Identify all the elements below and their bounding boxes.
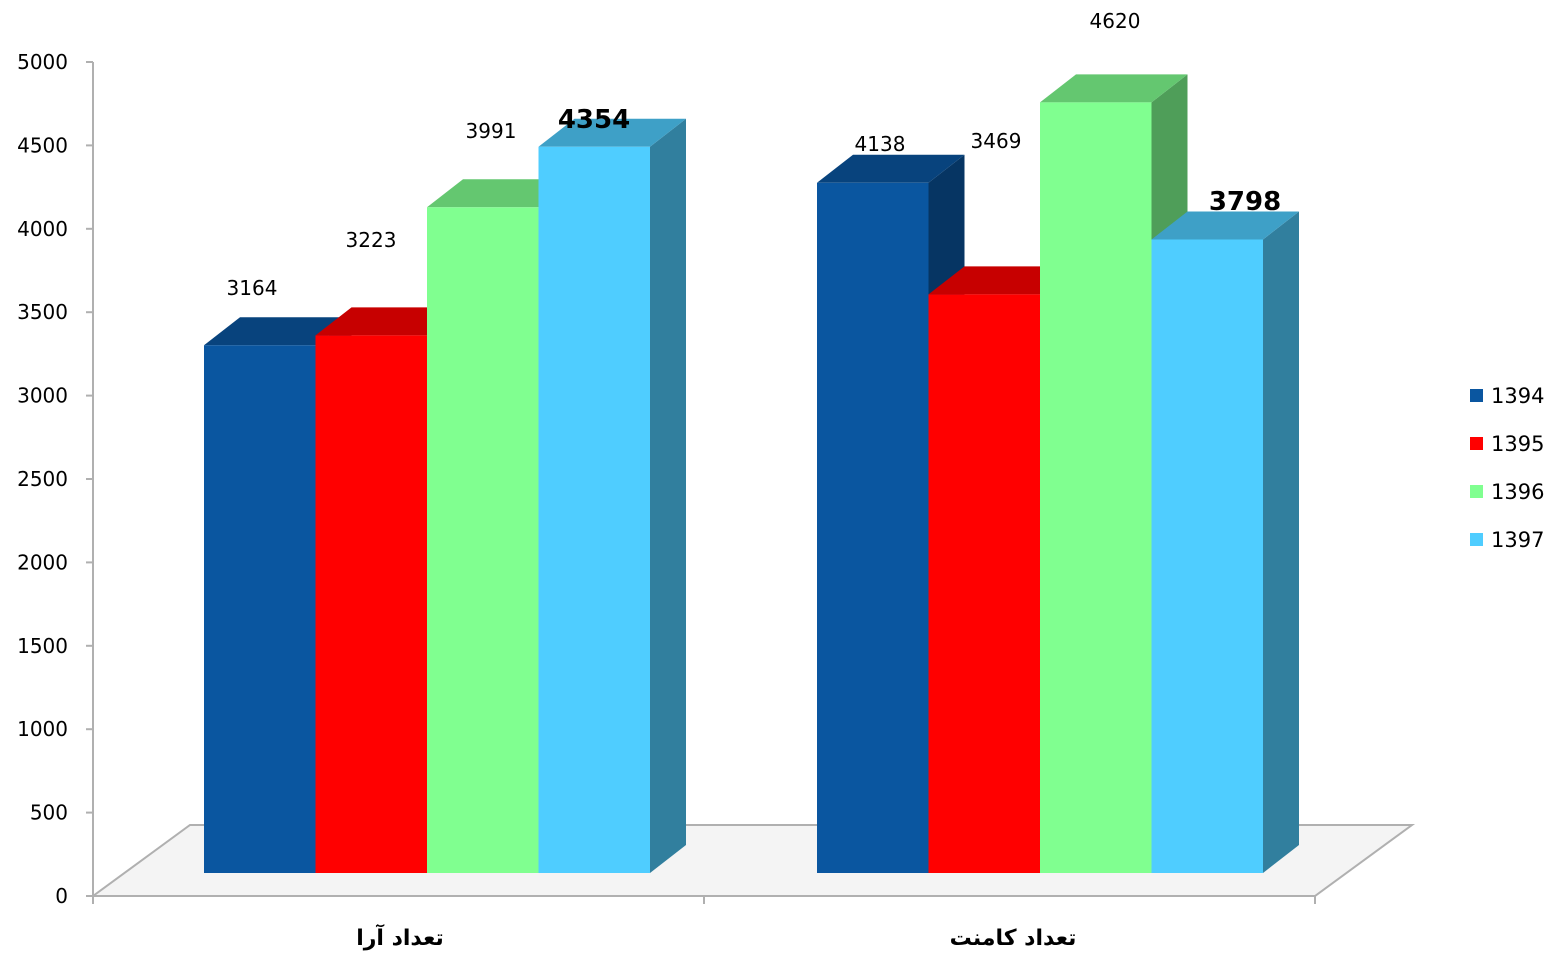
bar-front: [315, 335, 427, 874]
legend-swatch-1396: [1470, 485, 1483, 498]
data-label-1395-1: 3223: [346, 228, 397, 252]
bar-front: [1040, 102, 1152, 873]
bar-front: [928, 294, 1040, 873]
y-tick-label: 1500: [17, 634, 68, 658]
x-category-label: تعداد آرا: [356, 923, 444, 951]
bars: [204, 74, 1299, 874]
legend: 1394 1395 1396 1397: [1470, 384, 1544, 552]
bar-top: [1151, 211, 1299, 240]
legend-label-1396: 1396: [1491, 480, 1544, 504]
data-label-1397-1: 4354: [558, 105, 630, 135]
data-label-1395-2: 3469: [971, 129, 1022, 153]
legend-swatch-1394: [1470, 389, 1483, 402]
bar-1397-1: [538, 118, 686, 873]
data-label-1397-2: 3798: [1209, 187, 1281, 217]
bar-top: [817, 154, 965, 183]
data-labels: 3164 4138 3223 3469 3991 4620 4354 3798: [227, 9, 1282, 300]
bar-front: [817, 182, 929, 873]
x-category-label: تعداد کامنت: [950, 926, 1077, 951]
y-tick-label: 1000: [17, 717, 68, 741]
bar-side: [650, 118, 686, 873]
y-tick-label: 3500: [17, 300, 68, 324]
data-label-1394-2: 4138: [855, 132, 906, 156]
y-tick-label: 2000: [17, 550, 68, 574]
y-tick-label: 2500: [17, 467, 68, 491]
legend-label-1394: 1394: [1491, 384, 1544, 408]
y-tick-label: 0: [55, 884, 68, 908]
bar-top: [1040, 74, 1188, 103]
bar-1397-2: [1151, 211, 1299, 874]
y-tick-label: 5000: [17, 50, 68, 74]
legend-swatch-1395: [1470, 437, 1483, 450]
bar-front: [204, 345, 316, 873]
y-tick-label: 3000: [17, 384, 68, 408]
legend-label-1395: 1395: [1491, 432, 1544, 456]
legend-label-1397: 1397: [1491, 528, 1544, 552]
y-tick-label: 4500: [17, 133, 68, 157]
bar-front: [538, 146, 650, 873]
bar-side: [1263, 211, 1299, 874]
axes: 0 500 1000 1500 2000 2500 3000 3500 4000 4500 5000…: [17, 50, 1316, 951]
y-tick-label: 4000: [17, 217, 68, 241]
bar-front: [1151, 239, 1263, 874]
data-label-1396-1: 3991: [466, 119, 517, 143]
bar-top: [928, 266, 1076, 295]
y-tick-label: 500: [30, 801, 68, 825]
bar-top: [427, 179, 575, 208]
bar-top: [315, 307, 463, 336]
bar-front: [427, 207, 539, 873]
bar-top: [538, 118, 686, 147]
legend-swatch-1397: [1470, 533, 1483, 546]
data-label-1396-2: 4620: [1090, 9, 1141, 33]
bar-top: [204, 317, 352, 346]
data-label-1394-1: 3164: [227, 276, 278, 300]
